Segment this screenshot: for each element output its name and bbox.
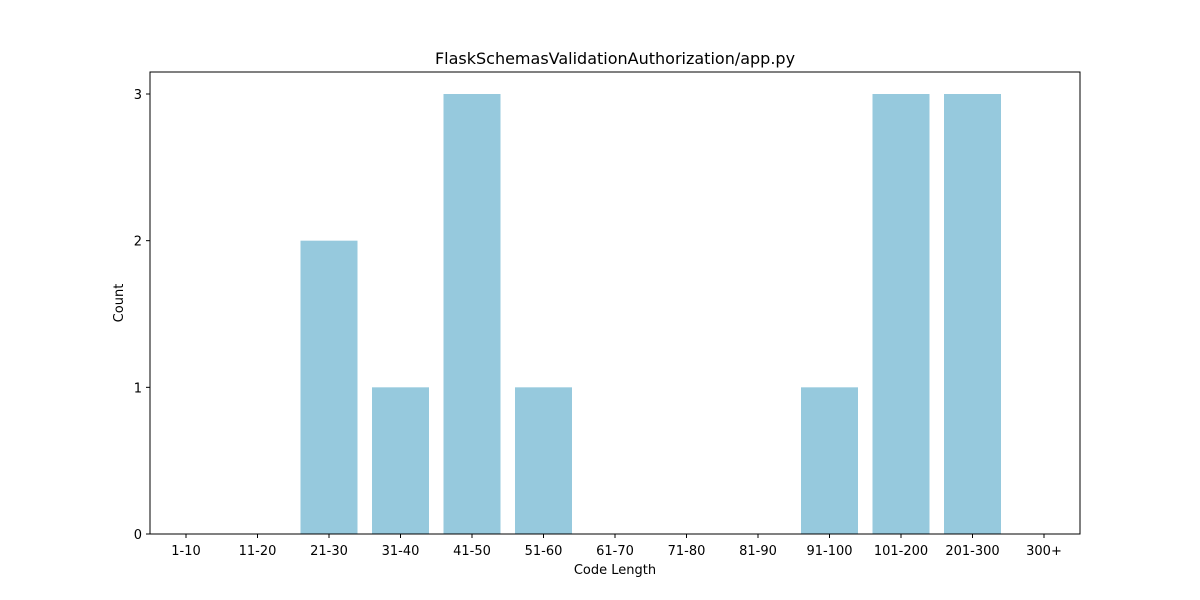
bar-21-30 <box>300 240 358 535</box>
bars-group <box>300 94 1001 535</box>
x-tick-label: 21-30 <box>310 544 348 559</box>
x-tick-label: 11-20 <box>239 544 277 559</box>
x-tick-label: 81-90 <box>739 544 777 559</box>
y-tick-label: 0 <box>134 528 142 543</box>
y-axis-title: Count <box>112 284 127 323</box>
bar-101-200 <box>872 94 930 534</box>
x-tick-label: 201-300 <box>945 544 999 559</box>
x-tick-label: 61-70 <box>596 544 634 559</box>
y-tick-label: 3 <box>134 88 142 103</box>
y-tick-label: 2 <box>134 235 142 250</box>
chart-title: FlaskSchemasValidationAuthorization/app.… <box>435 49 795 68</box>
bar-201-300 <box>944 94 1001 534</box>
x-tick-label: 300+ <box>1026 544 1062 559</box>
x-axis-title: Code Length <box>574 563 656 578</box>
bar-91-100 <box>801 387 858 534</box>
x-tick-label: 51-60 <box>525 544 563 559</box>
x-tick-label: 91-100 <box>806 544 852 559</box>
y-tick-label: 1 <box>134 381 142 396</box>
x-tick-label: 1-10 <box>171 544 201 559</box>
x-tick-label: 31-40 <box>382 544 420 559</box>
x-tick-label: 41-50 <box>453 544 491 559</box>
x-tick-label: 101-200 <box>874 544 928 559</box>
x-tick-label: 71-80 <box>668 544 706 559</box>
bar-41-50 <box>443 94 501 534</box>
x-axis-ticks: 1-10 11-20 21-30 31-40 41-50 51-60 61-70 71-80 8… <box>171 534 1062 559</box>
y-axis-ticks: 0 1 2 3 <box>134 88 150 543</box>
bar-51-60 <box>515 387 572 534</box>
bar-31-40 <box>372 387 429 534</box>
plot-area-frame <box>149 71 1081 535</box>
